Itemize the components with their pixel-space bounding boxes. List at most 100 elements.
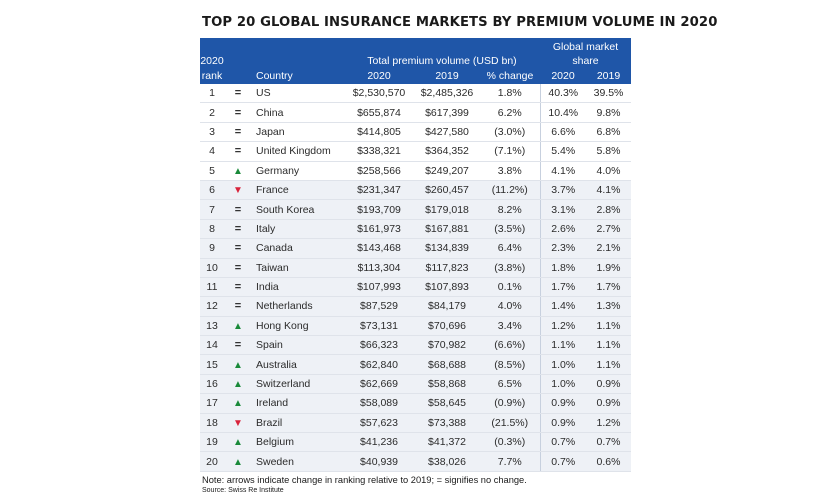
share-2019-cell: 1.1% bbox=[586, 335, 632, 356]
table-row: 19 ▲ Belgium $41,236 $41,372 (0.3%) 0.7% 0.7% bbox=[200, 432, 632, 453]
insurance-markets-table: 2020 Total premium volume (USD bn) Globa… bbox=[200, 38, 632, 472]
no-change-equals-icon: = bbox=[234, 106, 242, 119]
no-change-equals-icon: = bbox=[234, 281, 242, 294]
premium-2020-cell: $87,529 bbox=[344, 296, 414, 317]
table-row: 7 = South Korea $193,709 $179,018 8.2% 3.1% 2.8… bbox=[200, 199, 632, 220]
table-row: 12 = Netherlands $87,529 $84,179 4.0% 1.4% 1.3% bbox=[200, 296, 632, 317]
no-change-equals-icon: = bbox=[234, 222, 242, 235]
table-row: 8 = Italy $161,973 $167,881 (3.5%) 2.6% 2.7% bbox=[200, 219, 632, 240]
rank-cell: 20 bbox=[200, 451, 224, 472]
header-pct-change: % change bbox=[486, 69, 534, 82]
rank-cell: 3 bbox=[200, 122, 224, 143]
premium-2019-cell: $134,839 bbox=[414, 238, 480, 259]
country-cell: US bbox=[252, 84, 344, 104]
movement-cell: = bbox=[224, 258, 252, 278]
table-row: 10 = Taiwan $113,304 $117,823 (3.8%) 1.8% 1.9% bbox=[200, 258, 632, 278]
rank-cell: 5 bbox=[200, 161, 224, 181]
movement-cell: ▲ bbox=[224, 374, 252, 395]
rank-up-arrow-icon: ▲ bbox=[233, 359, 243, 371]
table-row: 6 ▼ France $231,347 $260,457 (11.2%) 3.7% 4.1% bbox=[200, 180, 632, 201]
table-row: 13 ▲ Hong Kong $73,131 $70,696 3.4% 1.2% 1.1% bbox=[200, 316, 632, 337]
country-cell: Netherlands bbox=[252, 296, 344, 317]
premium-2020-cell: $62,840 bbox=[344, 354, 414, 375]
pct-change-cell: 3.4% bbox=[480, 316, 541, 337]
no-change-equals-icon: = bbox=[234, 261, 242, 274]
premium-2019-cell: $364,352 bbox=[414, 141, 480, 162]
header-rank: rank bbox=[201, 69, 223, 82]
no-change-equals-icon: = bbox=[234, 339, 242, 352]
country-cell: China bbox=[252, 102, 344, 123]
country-cell: Switzerland bbox=[252, 374, 344, 395]
share-2020-cell: 4.1% bbox=[540, 161, 586, 181]
share-2020-cell: 1.7% bbox=[540, 277, 586, 298]
pct-change-cell: (3.0%) bbox=[480, 122, 541, 143]
share-2020-cell: 1.4% bbox=[540, 296, 586, 317]
footnote: Note: arrows indicate change in ranking … bbox=[202, 474, 527, 485]
share-2019-cell: 4.0% bbox=[586, 161, 632, 181]
country-cell: Japan bbox=[252, 122, 344, 143]
rank-cell: 18 bbox=[200, 413, 224, 434]
share-2019-cell: 2.7% bbox=[586, 219, 632, 240]
country-cell: Hong Kong bbox=[252, 316, 344, 337]
rank-cell: 6 bbox=[200, 180, 224, 201]
pct-change-cell: 4.0% bbox=[480, 296, 541, 317]
premium-2020-cell: $338,321 bbox=[344, 141, 414, 162]
premium-2019-cell: $617,399 bbox=[414, 102, 480, 123]
rank-cell: 2 bbox=[200, 102, 224, 123]
country-cell: Brazil bbox=[252, 413, 344, 434]
rank-up-arrow-icon: ▲ bbox=[233, 320, 243, 332]
premium-2019-cell: $260,457 bbox=[414, 180, 480, 201]
movement-cell: ▲ bbox=[224, 451, 252, 472]
header-share-2020: 2020 bbox=[551, 69, 575, 82]
premium-2020-cell: $62,669 bbox=[344, 374, 414, 395]
movement-cell: = bbox=[224, 84, 252, 104]
share-2019-cell: 6.8% bbox=[586, 122, 632, 143]
pct-change-cell: (21.5%) bbox=[480, 413, 541, 434]
premium-2019-cell: $73,388 bbox=[414, 413, 480, 434]
no-change-equals-icon: = bbox=[234, 300, 242, 313]
pct-change-cell: (7.1%) bbox=[480, 141, 541, 162]
no-change-equals-icon: = bbox=[234, 242, 242, 255]
share-2020-cell: 1.8% bbox=[540, 258, 586, 278]
country-cell: France bbox=[252, 180, 344, 201]
premium-2020-cell: $258,566 bbox=[344, 161, 414, 181]
country-cell: Spain bbox=[252, 335, 344, 356]
rank-down-arrow-icon: ▼ bbox=[233, 417, 243, 429]
movement-cell: = bbox=[224, 219, 252, 240]
table-row: 15 ▲ Australia $62,840 $68,688 (8.5%) 1.0% 1.1% bbox=[200, 354, 632, 375]
premium-2020-cell: $107,993 bbox=[344, 277, 414, 298]
movement-cell: ▲ bbox=[224, 161, 252, 181]
rank-cell: 13 bbox=[200, 316, 224, 337]
country-cell: Canada bbox=[252, 238, 344, 259]
table-row: 3 = Japan $414,805 $427,580 (3.0%) 6.6% 6.8% bbox=[200, 122, 632, 143]
share-2020-cell: 6.6% bbox=[540, 122, 586, 143]
rank-up-arrow-icon: ▲ bbox=[233, 456, 243, 468]
pct-change-cell: 0.1% bbox=[480, 277, 541, 298]
pct-change-cell: 3.8% bbox=[480, 161, 541, 181]
table-row: 9 = Canada $143,468 $134,839 6.4% 2.3% 2.1% bbox=[200, 238, 632, 259]
rank-down-arrow-icon: ▼ bbox=[233, 185, 243, 197]
premium-2020-cell: $2,530,570 bbox=[344, 84, 414, 104]
country-cell: Ireland bbox=[252, 393, 344, 414]
header-group-premium: Total premium volume (USD bn) bbox=[367, 55, 517, 67]
pct-change-cell: 6.2% bbox=[480, 102, 541, 123]
share-2020-cell: 5.4% bbox=[540, 141, 586, 162]
rank-cell: 1 bbox=[200, 84, 224, 104]
table-row: 1 = US $2,530,570 $2,485,326 1.8% 40.3% 39.5% bbox=[200, 84, 632, 104]
share-2019-cell: 2.1% bbox=[586, 238, 632, 259]
share-2019-cell: 5.8% bbox=[586, 141, 632, 162]
premium-2020-cell: $193,709 bbox=[344, 199, 414, 220]
premium-2020-cell: $161,973 bbox=[344, 219, 414, 240]
header-premium-2020: 2020 bbox=[367, 69, 391, 82]
share-2020-cell: 1.0% bbox=[540, 354, 586, 375]
header-premium-2019: 2019 bbox=[435, 69, 459, 82]
share-2020-cell: 10.4% bbox=[540, 102, 586, 123]
country-cell: United Kingdom bbox=[252, 141, 344, 162]
share-2019-cell: 0.9% bbox=[586, 374, 632, 395]
premium-2020-cell: $40,939 bbox=[344, 451, 414, 472]
movement-cell: = bbox=[224, 335, 252, 356]
rank-cell: 8 bbox=[200, 219, 224, 240]
premium-2020-cell: $113,304 bbox=[344, 258, 414, 278]
share-2019-cell: 39.5% bbox=[586, 84, 632, 104]
premium-2019-cell: $41,372 bbox=[414, 432, 480, 453]
